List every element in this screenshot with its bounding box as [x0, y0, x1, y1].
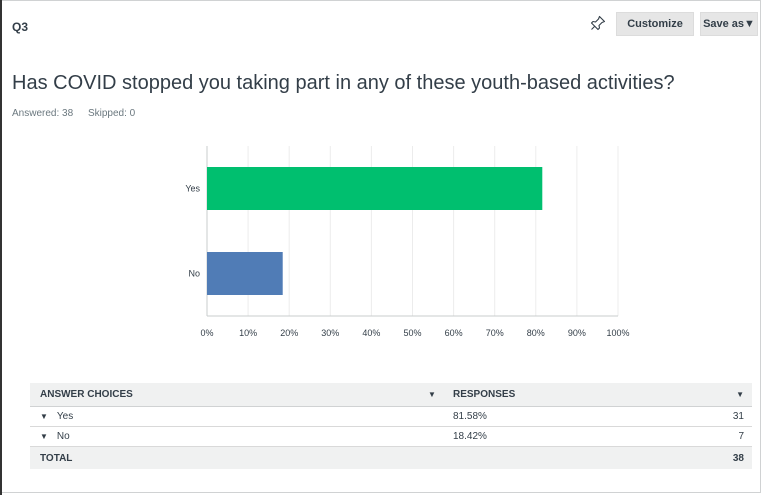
response-stats: Answered: 38 Skipped: 0: [12, 108, 135, 119]
question-number: Q3: [12, 20, 29, 34]
answer-choice[interactable]: ▼ No: [40, 427, 70, 446]
table-header-row: ANSWER CHOICES ▼ RESPONSES ▼: [30, 383, 752, 407]
x-tick-label: 50%: [403, 328, 421, 338]
bar-chart: 0% 10% 20% 30% 40% 50% 60% 70% 80% 90% 100% Yes No: [185, 146, 630, 338]
x-tick-label: 20%: [280, 328, 298, 338]
caret-down-icon[interactable]: ▼: [428, 390, 436, 399]
x-tick-label: 40%: [362, 328, 380, 338]
total-value: 38: [732, 452, 744, 464]
category-label: No: [188, 269, 200, 279]
x-tick-label: 100%: [606, 328, 629, 338]
responses-table: ANSWER CHOICES ▼ RESPONSES ▼ ▼ Yes 81.58%…: [30, 383, 752, 469]
pin-icon: [590, 15, 606, 31]
x-tick-label: 0%: [200, 328, 213, 338]
header-responses[interactable]: RESPONSES: [453, 389, 516, 400]
caret-down-icon[interactable]: ▼: [40, 412, 48, 421]
x-tick-label: 30%: [321, 328, 339, 338]
bar: [207, 167, 543, 210]
answer-choice-label: No: [56, 431, 70, 442]
x-tick-label: 80%: [527, 328, 545, 338]
x-tick-label: 60%: [445, 328, 463, 338]
response-percent: 81.58%: [453, 411, 487, 422]
response-percent: 18.42%: [453, 431, 487, 442]
save-as-button[interactable]: Save as▼: [700, 12, 758, 36]
total-label: TOTAL: [40, 452, 73, 464]
customize-button[interactable]: Customize: [616, 12, 694, 36]
x-tick-label: 70%: [486, 328, 504, 338]
caret-down-icon[interactable]: ▼: [736, 390, 744, 399]
answered-count: Answered: 38: [12, 108, 74, 119]
skipped-count: Skipped: 0: [87, 108, 136, 119]
table-total-row: TOTAL 38: [30, 447, 752, 469]
caret-down-icon[interactable]: ▼: [40, 432, 48, 441]
x-tick-label: 90%: [568, 328, 586, 338]
question-title: Has COVID stopped you taking part in any…: [12, 72, 675, 94]
table-row: ▼ No 18.42% 7: [30, 427, 752, 447]
table-row: ▼ Yes 81.58% 31: [30, 407, 752, 427]
header-answer-choices[interactable]: ANSWER CHOICES: [40, 389, 133, 400]
answer-choice[interactable]: ▼ Yes: [40, 407, 73, 426]
category-label: Yes: [185, 184, 200, 194]
bar: [207, 252, 283, 295]
left-border: [0, 0, 2, 495]
x-tick-label: 10%: [239, 328, 257, 338]
response-count: 7: [738, 431, 744, 442]
response-count: 31: [732, 411, 744, 422]
answer-choice-label: Yes: [56, 411, 74, 422]
pin-button[interactable]: [587, 12, 609, 34]
